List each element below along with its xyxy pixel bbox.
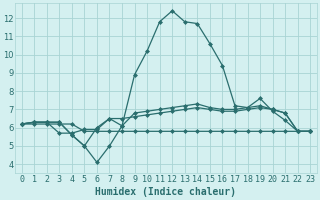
X-axis label: Humidex (Indice chaleur): Humidex (Indice chaleur)	[95, 186, 236, 197]
